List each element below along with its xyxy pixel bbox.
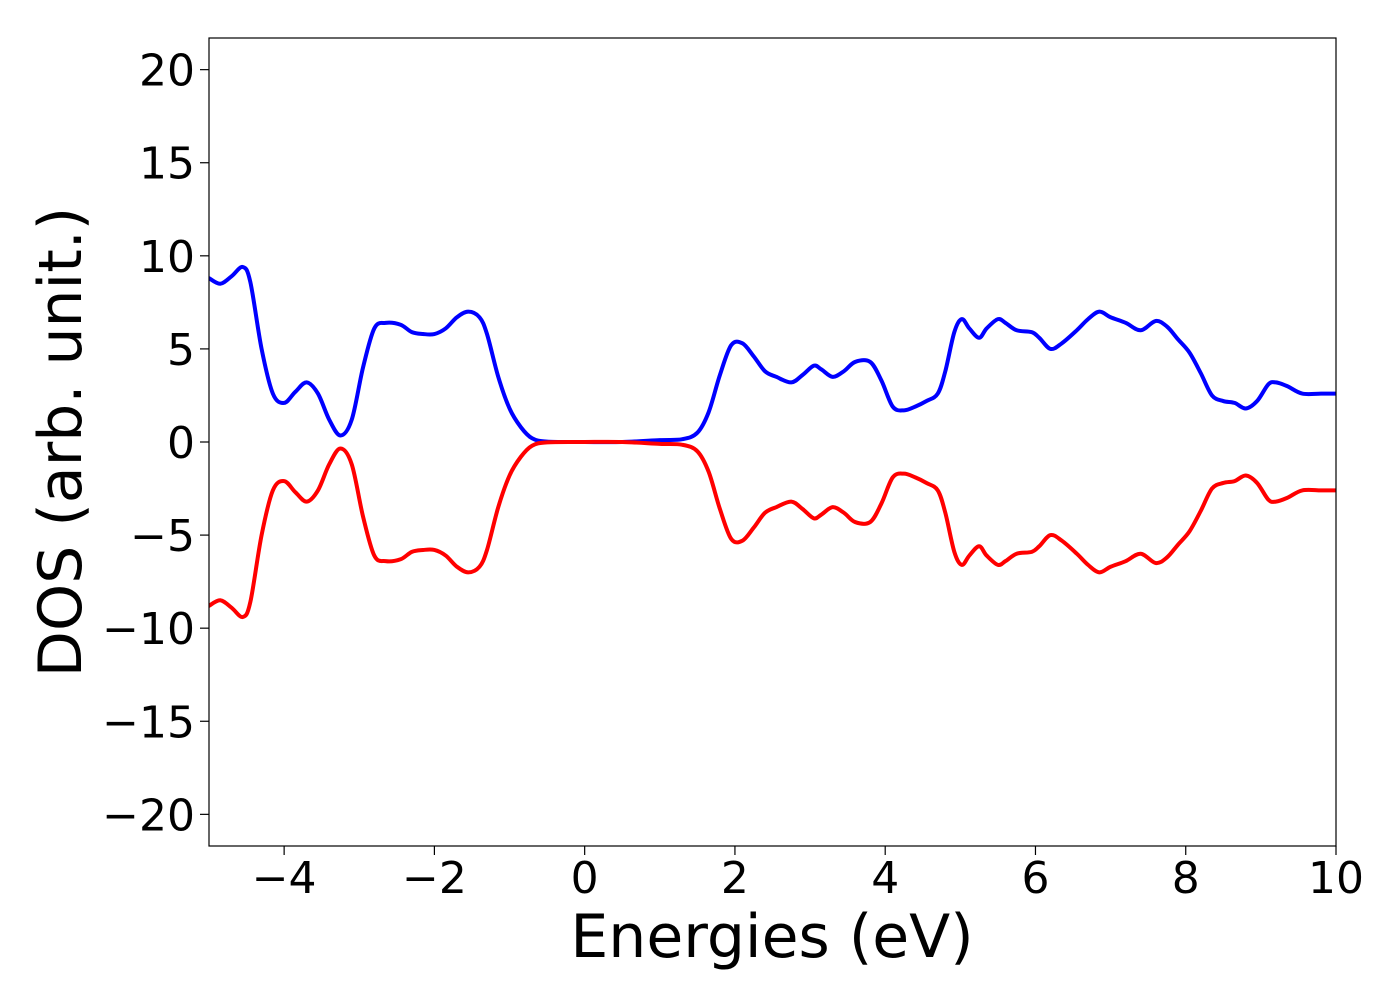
x-tick-label: −2 [402, 853, 467, 904]
x-tick-label: −4 [252, 853, 317, 904]
y-tick-label: −15 [102, 697, 195, 748]
y-tick-label: −5 [130, 511, 195, 562]
y-tick-label: 10 [139, 232, 195, 283]
series-layer [209, 264, 1336, 620]
y-tick-label: −10 [102, 604, 195, 655]
series-line-0 [209, 264, 1336, 445]
x-tick-label: 8 [1172, 853, 1200, 904]
x-tick-label: 2 [721, 853, 749, 904]
y-tick-label: 5 [167, 325, 195, 376]
series-line-1 [209, 439, 1336, 620]
x-tick-label: 6 [1021, 853, 1049, 904]
y-axis-title: DOS (arb. unit.) [26, 207, 96, 677]
x-tick-label: 10 [1308, 853, 1364, 904]
y-tick-label: 20 [139, 46, 195, 97]
y-tick-label: 15 [139, 139, 195, 190]
x-axis-ticks: −4 −2 0 2 4 6 8 10 [252, 846, 1364, 904]
y-tick-label: −20 [102, 790, 195, 841]
x-tick-label: 0 [571, 853, 599, 904]
x-tick-label: 4 [871, 853, 899, 904]
x-axis-title: Energies (eV) [570, 902, 973, 972]
y-tick-label: 0 [167, 418, 195, 469]
y-axis-ticks: −20 −15 −10 −5 0 5 10 15 20 [102, 46, 209, 841]
